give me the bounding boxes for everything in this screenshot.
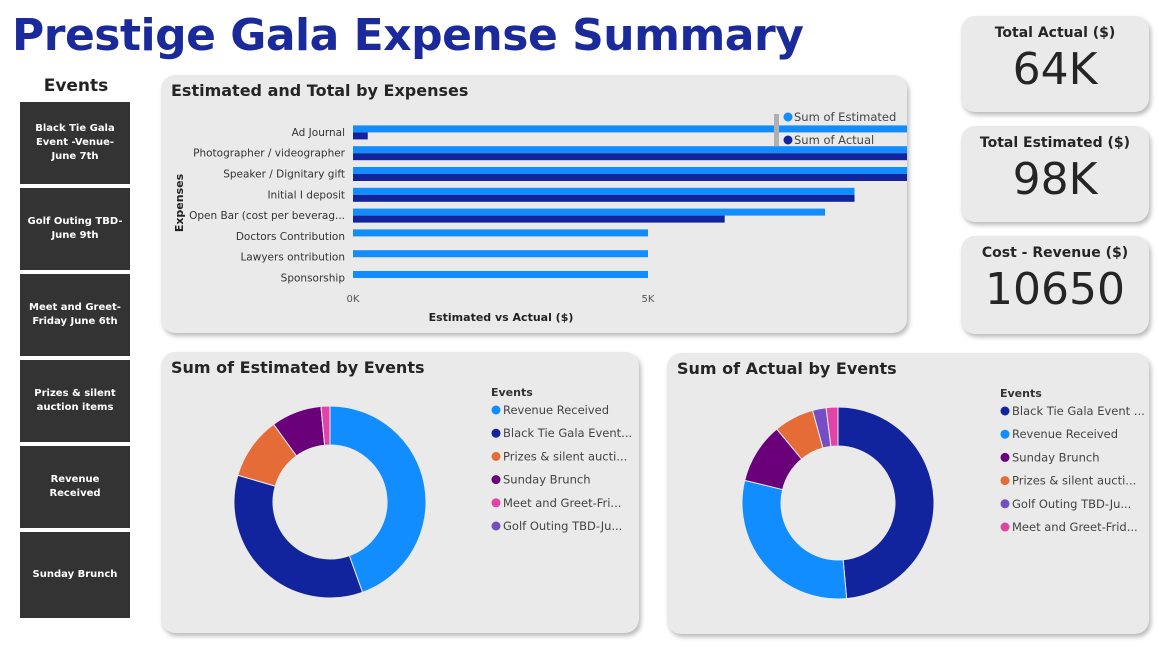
bar-category-label: Ad Journal: [292, 127, 345, 139]
bar-sum-of-estimated-2[interactable]: [353, 167, 907, 174]
estimated-donut-chart: Events Revenue Received Black Tie Gala Ev…: [233, 386, 632, 599]
events-slicer: Black Tie Gala Event -Venue-June 7th Gol…: [20, 102, 130, 618]
bar-y-axis-title: Expenses: [173, 173, 186, 232]
legend-label-prizes-silent-aucti[interactable]: Prizes & silent aucti...: [503, 449, 627, 463]
legend-label-golf-outing-tbd-ju[interactable]: Golf Outing TBD-Ju...: [1012, 497, 1131, 511]
bar-category-label: Lawyers ontribution: [240, 252, 345, 264]
actual-donut-title: Sum of Actual by Events: [677, 359, 897, 378]
legend-label-revenue-received[interactable]: Revenue Received: [1012, 427, 1118, 441]
legend-label-actual: Sum of Actual: [794, 133, 874, 147]
legend-swatch: [1000, 522, 1010, 532]
expenses-bar-chart: Expenses Estimated vs Actual ($) Ad Jour…: [173, 110, 907, 324]
kpi-value-cost-revenue: 10650: [985, 264, 1125, 315]
bar-sum-of-actual-3[interactable]: [353, 194, 855, 202]
slicer-item-prizes-auction[interactable]: Prizes & silent auction items: [20, 360, 130, 446]
bar-category-label: Initial I deposit: [267, 189, 345, 201]
legend-swatch: [1000, 476, 1010, 486]
legend-label-revenue-received[interactable]: Revenue Received: [503, 403, 609, 417]
kpi-value-total-actual: 64K: [1012, 44, 1098, 95]
legend-label-prizes-silent-aucti[interactable]: Prizes & silent aucti...: [1012, 474, 1136, 488]
legend-label-estimated: Sum of Estimated: [794, 110, 896, 124]
legend-swatch-estimated: [783, 112, 793, 122]
legend-swatch: [491, 498, 501, 508]
slicer-item-black-tie-gala[interactable]: Black Tie Gala Event -Venue-June 7th: [20, 102, 130, 188]
legend-swatch: [491, 405, 501, 415]
donut-slice-revenue-received[interactable]: [741, 479, 848, 600]
donut-slice-revenue-received[interactable]: [329, 405, 427, 593]
events-slicer-title: Events: [43, 76, 109, 96]
legend-label-sunday-brunch[interactable]: Sunday Brunch: [503, 473, 591, 487]
expenses-bar-chart-card[interactable]: Estimated and Total by Expenses Expenses…: [161, 75, 907, 333]
legend-label-sunday-brunch[interactable]: Sunday Brunch: [1012, 450, 1100, 464]
kpi-card-total-actual: Total Actual ($) 64K: [961, 16, 1149, 112]
estimated-donut-title: Sum of Estimated by Events: [171, 358, 425, 377]
bar-sum-of-actual-0[interactable]: [353, 132, 368, 140]
legend-swatch: [491, 428, 501, 438]
actual-legend-title: Events: [1000, 387, 1042, 400]
bar-sum-of-estimated-3[interactable]: [353, 187, 855, 195]
legend-label-black-tie-gala-event[interactable]: Black Tie Gala Event ...: [1012, 404, 1145, 418]
kpi-label-total-actual: Total Actual ($): [994, 25, 1116, 41]
legend-swatch: [1000, 499, 1010, 509]
legend-swatch: [491, 451, 501, 461]
slicer-item-golf-outing[interactable]: Golf Outing TBD-June 9th: [20, 188, 130, 274]
legend-swatch: [1000, 406, 1010, 416]
bar-category-label: Speaker / Dignitary gift: [223, 169, 345, 181]
bar-category-label: Doctors Contribution: [236, 231, 345, 243]
bar-sum-of-estimated-4[interactable]: [353, 208, 825, 216]
slicer-item-sunday-brunch[interactable]: Sunday Brunch: [20, 532, 130, 618]
donut-slice-meet-and-greet-fri[interactable]: [320, 405, 331, 446]
kpi-value-total-estimated: 98K: [1012, 154, 1098, 205]
donut-slice-black-tie-gala-event[interactable]: [233, 474, 364, 599]
bar-x-tick: 0K: [347, 294, 360, 305]
bar-sum-of-estimated-1[interactable]: [353, 146, 907, 154]
bar-sum-of-estimated-0[interactable]: [353, 125, 907, 133]
bar-sum-of-estimated-7[interactable]: [353, 271, 648, 278]
bar-legend[interactable]: Sum of Estimated Sum of Actual: [774, 110, 896, 147]
slicer-item-revenue-received[interactable]: Revenue Received: [20, 446, 130, 532]
legend-swatch: [1000, 452, 1010, 462]
bar-sum-of-actual-4[interactable]: [353, 215, 725, 223]
kpi-label-total-estimated: Total Estimated ($): [979, 135, 1131, 151]
bar-sum-of-estimated-6[interactable]: [353, 250, 648, 258]
legend-label-black-tie-gala-event[interactable]: Black Tie Gala Event...: [503, 426, 632, 440]
legend-label-meet-and-greet-frid[interactable]: Meet and Greet-Frid...: [1012, 520, 1138, 534]
kpi-label-cost-revenue: Cost - Revenue ($): [981, 245, 1129, 261]
bar-category-label: Sponsorship: [281, 273, 346, 285]
legend-swatch-actual: [783, 135, 793, 145]
donut-slice-meet-and-greet-frid[interactable]: [825, 406, 839, 447]
bar-sum-of-estimated-5[interactable]: [353, 229, 648, 237]
page-title: Prestige Gala Expense Summary: [12, 10, 804, 61]
bar-x-tick: 5K: [642, 294, 655, 305]
estimated-donut-card[interactable]: Sum of Estimated by Events Events Revenu…: [161, 352, 639, 633]
slicer-item-meet-and-greet[interactable]: Meet and Greet-Friday June 6th: [20, 274, 130, 360]
bar-sum-of-actual-2[interactable]: [353, 174, 907, 181]
kpi-card-cost-revenue: Cost - Revenue ($) 10650: [961, 236, 1149, 334]
bar-category-label: Photographer / videographer: [193, 148, 346, 160]
legend-scroll-indicator[interactable]: [774, 114, 779, 146]
estimated-legend-title: Events: [491, 386, 533, 399]
bar-category-label: Open Bar (cost per beverag...: [189, 210, 345, 222]
actual-donut-card[interactable]: Sum of Actual by Events Events Black Tie…: [667, 353, 1149, 634]
legend-label-golf-outing-tbd-ju[interactable]: Golf Outing TBD-Ju...: [503, 519, 622, 533]
legend-label-meet-and-greet-fri[interactable]: Meet and Greet-Fri...: [503, 496, 621, 510]
legend-swatch: [1000, 429, 1010, 439]
kpi-card-total-estimated: Total Estimated ($) 98K: [961, 126, 1149, 222]
bar-sum-of-actual-1[interactable]: [353, 153, 907, 161]
legend-swatch: [491, 521, 501, 531]
legend-swatch: [491, 475, 501, 485]
donut-slice-black-tie-gala-event[interactable]: [837, 406, 935, 600]
bar-chart-title: Estimated and Total by Expenses: [171, 81, 469, 100]
bar-x-axis-title: Estimated vs Actual ($): [429, 311, 574, 324]
actual-donut-chart: Events Black Tie Gala Event ... Revenue R…: [741, 387, 1145, 600]
